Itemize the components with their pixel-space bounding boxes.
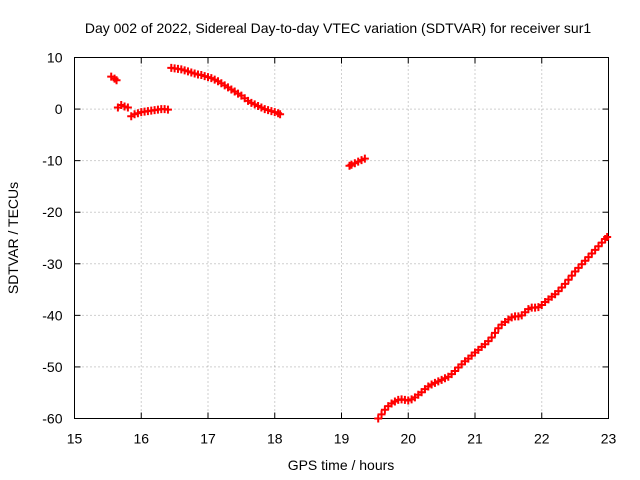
y-tick-label: -40	[42, 307, 62, 323]
data-point	[487, 333, 496, 342]
data-point	[123, 103, 132, 112]
data-point	[163, 105, 172, 114]
data-point	[564, 275, 573, 284]
x-tick-label: 15	[67, 431, 83, 447]
y-tick-label: -60	[42, 411, 62, 427]
axis-ticks: 15 16 17 18 19 20 21 22 23 10 0 -10 -20 -30 -40 -50 -60	[42, 50, 616, 447]
y-tick-label: 10	[47, 50, 63, 66]
chart-title: Day 002 of 2022, Sidereal Day-to-day VTE…	[85, 20, 591, 36]
x-tick-label: 18	[267, 431, 283, 447]
y-axis-label: SDTVAR / TECUs	[5, 182, 21, 294]
x-tick-label: 16	[133, 431, 149, 447]
x-tick-label: 22	[534, 431, 550, 447]
y-tick-label: -50	[42, 359, 62, 375]
data-point	[276, 110, 285, 119]
y-tick-label: -20	[42, 204, 62, 220]
y-tick-label: -30	[42, 256, 62, 272]
x-axis-label: GPS time / hours	[288, 457, 395, 473]
data-point	[112, 76, 121, 85]
data-points	[107, 63, 612, 423]
x-tick-label: 20	[400, 431, 416, 447]
data-point	[377, 410, 386, 419]
data-point	[491, 328, 500, 337]
data-point	[603, 232, 612, 241]
x-tick-label: 17	[200, 431, 216, 447]
y-tick-label: 0	[55, 101, 63, 117]
data-point	[561, 279, 570, 288]
data-point	[374, 414, 383, 423]
data-point	[567, 271, 576, 280]
x-tick-label: 19	[334, 431, 350, 447]
y-tick-label: -10	[42, 153, 62, 169]
data-point	[360, 154, 369, 163]
x-tick-label: 21	[467, 431, 483, 447]
x-tick-label: 23	[601, 431, 617, 447]
